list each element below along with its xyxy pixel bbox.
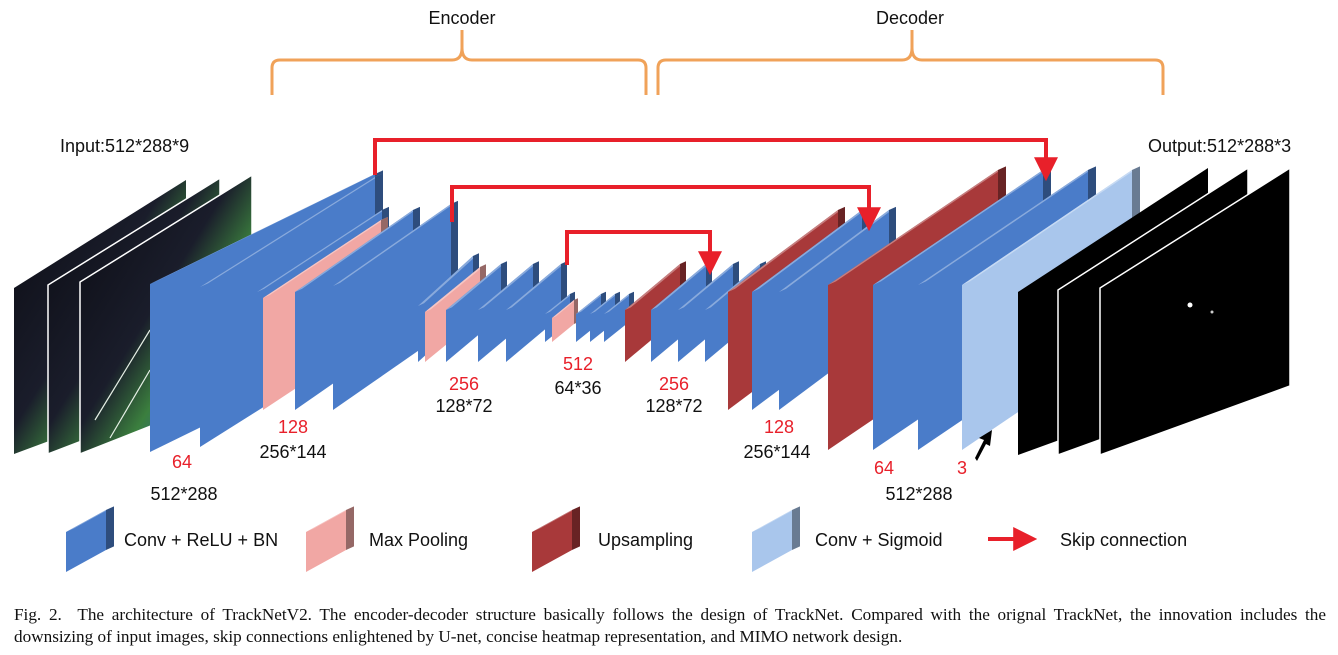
layer-conv-21-top (752, 206, 869, 292)
layer-conv-6-top (418, 253, 479, 306)
size-label: 128*72 (435, 396, 492, 416)
skip-connections (373, 138, 1058, 276)
output-heatmaps (1018, 166, 1291, 457)
layer-upsample-23-top (828, 166, 1006, 285)
size-label: 256*144 (743, 442, 810, 462)
caption-prefix: Fig. 2. (14, 605, 62, 624)
layer-conv-5-face (333, 204, 451, 410)
legend-swatch-conv-face (66, 510, 106, 572)
encoder-brace (270, 30, 648, 95)
legend-swatch-conv (66, 506, 114, 572)
layer-conv-19-top (705, 261, 766, 310)
size-label: 512*288 (150, 484, 217, 504)
layer-conv-14-top (590, 291, 620, 314)
layer-pool-12-top (552, 298, 578, 318)
legend-sigmoid-label: Conv + Sigmoid (815, 530, 943, 550)
layer-conv-11-top (545, 291, 575, 314)
legend-swatch-pool (306, 506, 354, 572)
legend (66, 506, 800, 572)
layer-conv-15-face (604, 294, 629, 342)
heatmap-spot (1210, 310, 1214, 314)
size-label: 128*72 (645, 396, 702, 416)
layer-conv-0-top (150, 170, 383, 284)
legend-swatch-conv-top (66, 506, 114, 532)
legend-swatch-pool-top (306, 506, 354, 532)
legend-swatch-pool-side (346, 506, 354, 550)
layer-conv-8-top (446, 261, 507, 310)
channel-label: 256 (659, 374, 689, 394)
layer-pool-7-top (425, 264, 486, 312)
layer-sigmoid-26-top (962, 166, 1140, 285)
legend-pool-label: Max Pooling (369, 530, 468, 550)
legend-swatch-sigmoid-face (752, 510, 792, 572)
decoder-brace (656, 30, 1165, 95)
layer-conv-2-top (257, 206, 389, 292)
skip-connection-128 (450, 185, 881, 232)
heatmap-spot (1187, 302, 1193, 308)
decoder-label: Decoder (876, 8, 944, 28)
layer-conv-24-top (873, 166, 1051, 285)
caption-text: The architecture of TrackNetV2. The enco… (14, 605, 1326, 646)
channel-label: 128 (764, 417, 794, 437)
layer-conv-13-face (576, 294, 601, 342)
size-label: 512*288 (885, 484, 952, 504)
channel-label: 64 (874, 458, 894, 478)
size-label: 256*144 (259, 442, 326, 462)
channel-label: 256 (449, 374, 479, 394)
sigmoid-pointer-arrow (975, 430, 992, 461)
legend-swatch-pool-face (306, 510, 346, 572)
input-label: Input:512*288*9 (60, 136, 189, 156)
layer-conv-1-top (200, 173, 383, 287)
layer-conv-9-face (478, 264, 533, 362)
channel-label: 64 (172, 452, 192, 472)
channel-label: 3 (957, 458, 967, 478)
layer-conv-17-top (651, 261, 712, 310)
legend-swatch-sigmoid (752, 506, 800, 572)
legend-conv-label: Conv + ReLU + BN (124, 530, 278, 550)
skip-connection-256 (565, 230, 722, 276)
layer-conv-13-top (576, 291, 606, 314)
layer-pool-3-top (263, 216, 388, 298)
skip-connection-64 (373, 138, 1058, 182)
layer-conv-10-face (506, 264, 561, 362)
encoder-label: Encoder (428, 8, 495, 28)
legend-swatch-conv-side (106, 506, 114, 550)
legend-swatch-upsample (532, 506, 580, 572)
layer-upsample-16-top (625, 261, 686, 310)
layer-pool-12-face (552, 300, 574, 342)
layer-conv-14-face (590, 294, 615, 342)
figure-caption: Fig. 2. The architecture of TrackNetV2. … (14, 604, 1326, 648)
layer-conv-18-top (678, 261, 739, 310)
layer-conv-5-top (333, 200, 458, 286)
architecture-diagram: Encoder Decoder Input:512*288*9 Output:5… (14, 8, 1291, 572)
output-label: Output:512*288*3 (1148, 136, 1291, 156)
legend-swatch-upsample-face (532, 510, 572, 572)
legend-swatch-sigmoid-top (752, 506, 800, 532)
legend-swatch-upsample-top (532, 506, 580, 532)
layer-conv-25-top (918, 166, 1096, 285)
channel-label: 128 (278, 417, 308, 437)
layer-upsample-20-top (728, 206, 845, 292)
layer-conv-10-top (506, 261, 567, 310)
layer-stack (150, 166, 1140, 452)
legend-swatch-upsample-side (572, 506, 580, 550)
layer-conv-9-top (478, 261, 539, 310)
legend-skip-label: Skip connection (1060, 530, 1187, 550)
output-frame (1099, 166, 1291, 457)
layer-conv-4-top (295, 206, 420, 292)
channel-label: 512 (563, 354, 593, 374)
legend-swatch-sigmoid-side (792, 506, 800, 550)
layer-conv-8-face (446, 264, 501, 362)
legend-upsample-label: Upsampling (598, 530, 693, 550)
layer-conv-15-top (604, 291, 634, 314)
size-label: 64*36 (554, 378, 601, 398)
